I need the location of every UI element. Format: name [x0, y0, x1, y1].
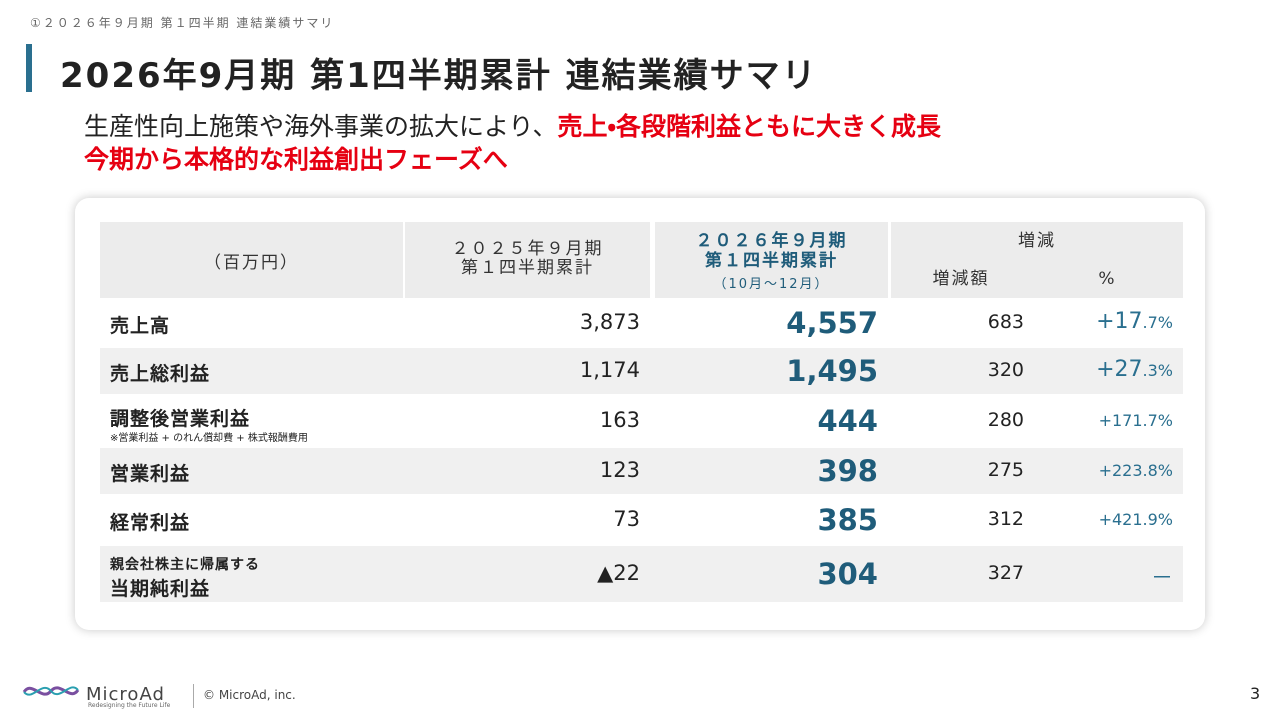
change-amount: 327 [987, 562, 1024, 584]
row-label: 売上総利益 [110, 363, 211, 385]
table-row [100, 546, 1183, 602]
change-pct: － [1150, 566, 1173, 591]
change-amount: 275 [987, 459, 1024, 481]
header-current: （10月～12月） [713, 277, 830, 292]
change-pct: +223.8% [1098, 461, 1173, 480]
header-change-amount: 増減額 [932, 269, 990, 289]
logo-tagline: Redesigning the Future Life [88, 702, 171, 709]
row-label: 営業利益 [110, 463, 191, 485]
header-prev: 第１四半期累計 [461, 258, 594, 278]
header-change: 増減 [1018, 231, 1056, 251]
title-accent [26, 44, 32, 92]
row-label: 当期純利益 [110, 578, 211, 600]
change-pct: +171.7% [1098, 411, 1173, 430]
prev-value: 1,174 [579, 358, 640, 382]
header-cell [655, 222, 888, 298]
current-value: 444 [817, 404, 878, 438]
change-pct: +421.9% [1098, 510, 1173, 529]
lead-line: 生産性向上施策や海外事業の拡大により、 [84, 112, 558, 141]
current-value: 1,495 [786, 354, 878, 388]
current-value: 398 [817, 454, 878, 488]
prev-value: ▲22 [597, 561, 640, 585]
page-number: 3 [1250, 684, 1261, 703]
row-label-pre: 親会社株主に帰属する [110, 557, 260, 573]
current-value: 385 [817, 503, 878, 537]
change-pct: +17.7% [1096, 309, 1173, 334]
change-amount: 280 [987, 409, 1024, 431]
change-amount: 312 [987, 508, 1024, 530]
change-amount: 320 [987, 359, 1024, 381]
current-value: 4,557 [786, 306, 878, 340]
lead-text: 生産性向上施策や海外事業の拡大により、売上・各段階利益ともに大きく成長 今期から… [84, 110, 941, 176]
row-label: 調整後営業利益 [110, 408, 251, 430]
lead-emphasis: 今期から本格的な利益創出フェーズへ [84, 145, 508, 174]
prev-value: 73 [613, 507, 640, 531]
row-note: ※営業利益 + のれん償却費 + 株式報酬費用 [110, 433, 308, 444]
header-cell [405, 222, 650, 298]
header-cell [100, 222, 403, 298]
logo-icon [22, 686, 80, 696]
prev-value: 123 [599, 458, 640, 482]
header-current: 第１四半期累計 [705, 251, 838, 271]
current-value: 304 [817, 557, 878, 591]
prev-value: 163 [599, 408, 640, 432]
slide-title: 2026年9月期 第1四半期累計 連結業績サマリ [60, 56, 818, 96]
unit-label: （百万円） [204, 253, 299, 273]
lead-emphasis: 売上・各段階利益ともに大きく成長 [557, 112, 942, 141]
logo-text: MicroAd [86, 684, 165, 705]
header-change-pct: % [1098, 269, 1117, 289]
change-pct: +27.3% [1096, 357, 1173, 382]
table-row [100, 448, 1183, 494]
header-prev: ２０２５年９月期 [451, 239, 604, 259]
footer-separator [193, 684, 194, 708]
change-amount: 683 [987, 311, 1024, 333]
header-cell [891, 222, 1183, 298]
header-current: ２０２６年９月期 [695, 231, 848, 251]
table-row [100, 348, 1183, 394]
copyright: © MicroAd, inc. [203, 688, 296, 702]
row-label: 売上高 [110, 315, 171, 337]
prev-value: 3,873 [579, 310, 640, 334]
breadcrumb: ①２０２６年９月期 第１四半期 連結業績サマリ [30, 16, 335, 30]
row-label: 経常利益 [110, 512, 191, 534]
